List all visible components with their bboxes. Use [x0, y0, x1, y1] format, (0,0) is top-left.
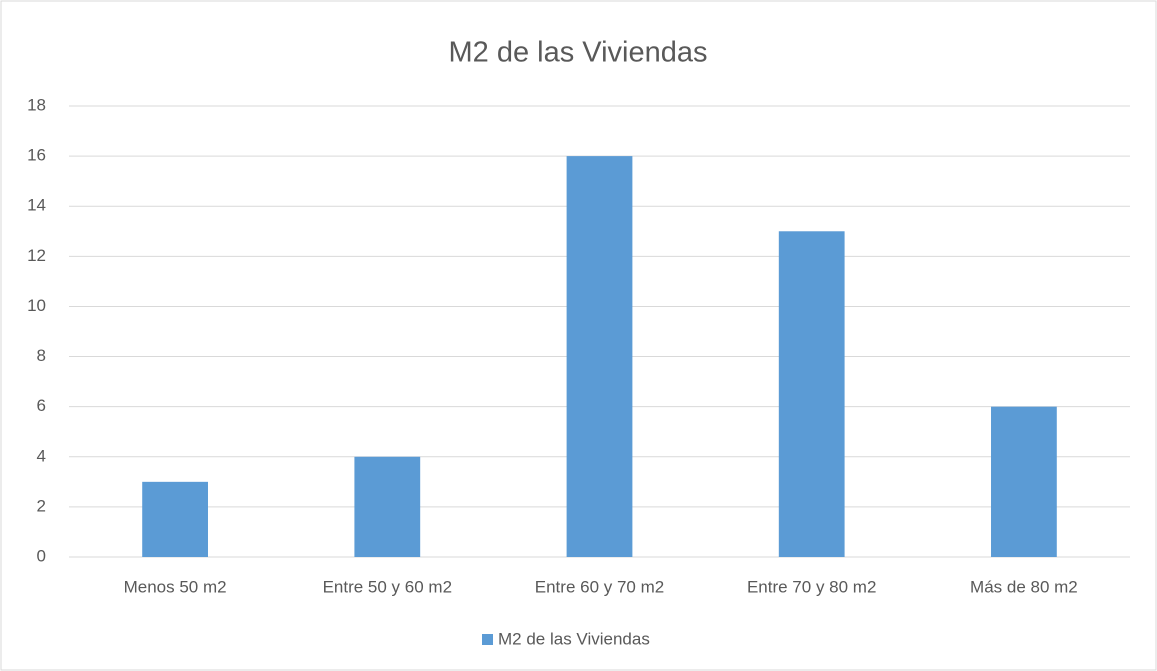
y-tick-label: 8 — [37, 346, 46, 365]
bar — [566, 156, 633, 557]
x-tick-label: Entre 70 y 80 m2 — [747, 577, 876, 596]
bar — [142, 481, 208, 557]
x-tick-label: Entre 60 y 70 m2 — [535, 577, 664, 596]
y-tick-label: 0 — [37, 546, 46, 565]
chart-title: M2 de las Viviendas — [448, 37, 707, 69]
y-tick-label: 16 — [27, 146, 46, 165]
y-tick-label: 12 — [27, 246, 46, 265]
x-tick-label: Entre 50 y 60 m2 — [323, 577, 452, 596]
y-tick-label: 4 — [37, 446, 46, 465]
bar — [991, 406, 1057, 557]
legend-label: M2 de las Viviendas — [498, 629, 650, 648]
x-tick-label: Más de 80 m2 — [970, 577, 1078, 596]
x-tick-label: Menos 50 m2 — [124, 577, 227, 596]
legend-swatch — [482, 634, 493, 645]
y-tick-label: 2 — [37, 496, 46, 515]
y-tick-label: 10 — [27, 296, 46, 315]
y-tick-label: 6 — [37, 396, 46, 415]
bar — [778, 231, 845, 557]
y-tick-label: 18 — [27, 95, 46, 114]
y-tick-label: 14 — [27, 196, 46, 215]
bar — [354, 456, 421, 557]
